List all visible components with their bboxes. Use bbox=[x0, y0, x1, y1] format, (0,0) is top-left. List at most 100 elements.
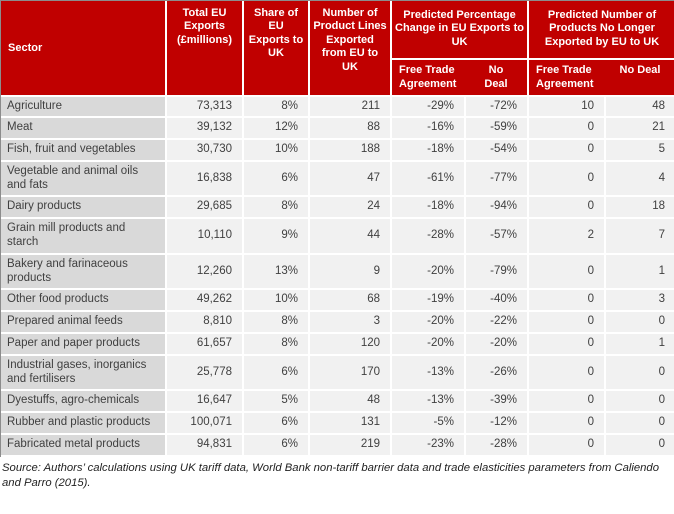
cell-sector: Industrial gases, inorganics and fertili… bbox=[1, 354, 167, 392]
cell-num-fta: 2 bbox=[528, 218, 607, 255]
cell-num-fta: 0 bbox=[528, 139, 607, 162]
cell-total: 39,132 bbox=[166, 117, 244, 141]
cell-share: 8% bbox=[243, 311, 310, 335]
cell-pct-fta: -18% bbox=[391, 139, 466, 162]
cell-num-nd: 5 bbox=[605, 139, 674, 162]
cell-pct-nd: -40% bbox=[465, 289, 530, 313]
col-header-total-eu-exports: Total EU Exports (£millions) bbox=[166, 1, 244, 97]
cell-num-fta: 0 bbox=[528, 434, 607, 457]
cell-num-fta: 0 bbox=[528, 333, 607, 356]
cell-num-nd: 21 bbox=[605, 117, 674, 141]
cell-pct-nd: -59% bbox=[465, 117, 530, 141]
cell-num-fta: 0 bbox=[528, 412, 607, 436]
cell-pct-nd: -79% bbox=[465, 253, 530, 291]
cell-total: 8,810 bbox=[166, 311, 244, 335]
cell-share: 6% bbox=[243, 412, 310, 436]
cell-total: 73,313 bbox=[166, 95, 244, 119]
cell-num-nd: 0 bbox=[605, 311, 674, 335]
table-row: Meat 39,132 12% 88 -16% -59% 0 21 bbox=[1, 117, 674, 141]
cell-num-fta: 0 bbox=[528, 354, 607, 392]
cell-pct-nd: -54% bbox=[465, 139, 530, 162]
cell-num-fta: 0 bbox=[528, 160, 607, 198]
cell-share: 6% bbox=[243, 434, 310, 457]
cell-lines: 131 bbox=[309, 412, 392, 436]
cell-lines: 188 bbox=[309, 139, 392, 162]
cell-lines: 3 bbox=[309, 311, 392, 335]
cell-pct-nd: -28% bbox=[465, 434, 530, 457]
table-row: Fish, fruit and vegetables 30,730 10% 188 -1… bbox=[1, 139, 674, 162]
cell-share: 10% bbox=[243, 139, 310, 162]
cell-share: 9% bbox=[243, 218, 310, 255]
table-row: Prepared animal feeds 8,810 8% 3 -20% -22% 0 0 bbox=[1, 311, 674, 335]
cell-sector: Dairy products bbox=[1, 196, 167, 220]
table-row: Grain mill products and starch 10,110 9% 44… bbox=[1, 218, 674, 255]
cell-pct-nd: -12% bbox=[465, 412, 530, 436]
cell-num-fta: 0 bbox=[528, 289, 607, 313]
cell-num-nd: 4 bbox=[605, 160, 674, 198]
cell-share: 8% bbox=[243, 333, 310, 356]
cell-num-nd: 1 bbox=[605, 253, 674, 291]
cell-pct-fta: -18% bbox=[391, 196, 466, 220]
cell-lines: 24 bbox=[309, 196, 392, 220]
col-header-count-no-deal: No Deal bbox=[605, 59, 674, 97]
cell-num-fta: 0 bbox=[528, 390, 607, 414]
cell-sector: Fish, fruit and vegetables bbox=[1, 139, 167, 162]
cell-share: 6% bbox=[243, 160, 310, 198]
cell-num-nd: 0 bbox=[605, 390, 674, 414]
cell-lines: 44 bbox=[309, 218, 392, 255]
cell-pct-nd: -77% bbox=[465, 160, 530, 198]
cell-pct-fta: -20% bbox=[391, 333, 466, 356]
exports-table: Sector Total EU Exports (£millions) Shar… bbox=[1, 1, 674, 457]
cell-sector: Prepared animal feeds bbox=[1, 311, 167, 335]
cell-share: 13% bbox=[243, 253, 310, 291]
cell-pct-nd: -20% bbox=[465, 333, 530, 356]
cell-pct-fta: -28% bbox=[391, 218, 466, 255]
table-row: Fabricated metal products 94,831 6% 219 -23%… bbox=[1, 434, 674, 457]
col-header-product-lines: Number of Product Lines Exported from EU… bbox=[309, 1, 392, 97]
cell-lines: 48 bbox=[309, 390, 392, 414]
cell-total: 30,730 bbox=[166, 139, 244, 162]
cell-lines: 9 bbox=[309, 253, 392, 291]
source-note: Source: Authors’ calculations using UK t… bbox=[2, 461, 660, 489]
cell-share: 12% bbox=[243, 117, 310, 141]
table-row: Rubber and plastic products 100,071 6% 131-… bbox=[1, 412, 674, 436]
cell-total: 16,647 bbox=[166, 390, 244, 414]
cell-share: 10% bbox=[243, 289, 310, 313]
col-header-share-of-exports: Share of EU Exports to UK bbox=[243, 1, 310, 97]
cell-num-fta: 0 bbox=[528, 117, 607, 141]
cell-share: 6% bbox=[243, 354, 310, 392]
cell-num-fta: 0 bbox=[528, 196, 607, 220]
table-row: Dyestuffs, agro-chemicals 16,647 5% 48 -13% -… bbox=[1, 390, 674, 414]
cell-total: 12,260 bbox=[166, 253, 244, 291]
cell-lines: 47 bbox=[309, 160, 392, 198]
cell-sector: Meat bbox=[1, 117, 167, 141]
cell-share: 8% bbox=[243, 196, 310, 220]
col-header-pct-free-trade-agreement: Free Trade Agreement bbox=[391, 59, 465, 97]
cell-sector: Fabricated metal products bbox=[1, 434, 167, 457]
cell-sector: Rubber and plastic products bbox=[1, 412, 167, 436]
cell-total: 16,838 bbox=[166, 160, 244, 198]
table-body: Agriculture 73,313 8% 211 -29% -72% 10 48 Meat 39… bbox=[1, 95, 674, 457]
cell-total: 10,110 bbox=[166, 218, 244, 255]
table-header: Sector Total EU Exports (£millions) Shar… bbox=[1, 1, 674, 97]
cell-share: 5% bbox=[243, 390, 310, 414]
cell-total: 61,657 bbox=[166, 333, 244, 356]
col-header-pct-no-deal: No Deal bbox=[465, 59, 530, 97]
cell-pct-fta: -13% bbox=[391, 390, 466, 414]
cell-num-nd: 1 bbox=[605, 333, 674, 356]
cell-pct-nd: -26% bbox=[465, 354, 530, 392]
cell-num-fta: 0 bbox=[528, 253, 607, 291]
cell-pct-fta: -16% bbox=[391, 117, 466, 141]
cell-pct-fta: -5% bbox=[391, 412, 466, 436]
cell-pct-fta: -29% bbox=[391, 95, 466, 119]
cell-num-nd: 0 bbox=[605, 434, 674, 457]
cell-pct-fta: -23% bbox=[391, 434, 466, 457]
cell-pct-nd: -57% bbox=[465, 218, 530, 255]
cell-total: 100,071 bbox=[166, 412, 244, 436]
cell-num-nd: 3 bbox=[605, 289, 674, 313]
cell-pct-nd: -72% bbox=[465, 95, 530, 119]
cell-num-nd: 0 bbox=[605, 354, 674, 392]
cell-sector: Other food products bbox=[1, 289, 167, 313]
table-row: Industrial gases, inorganics and fertili… bbox=[1, 354, 674, 392]
